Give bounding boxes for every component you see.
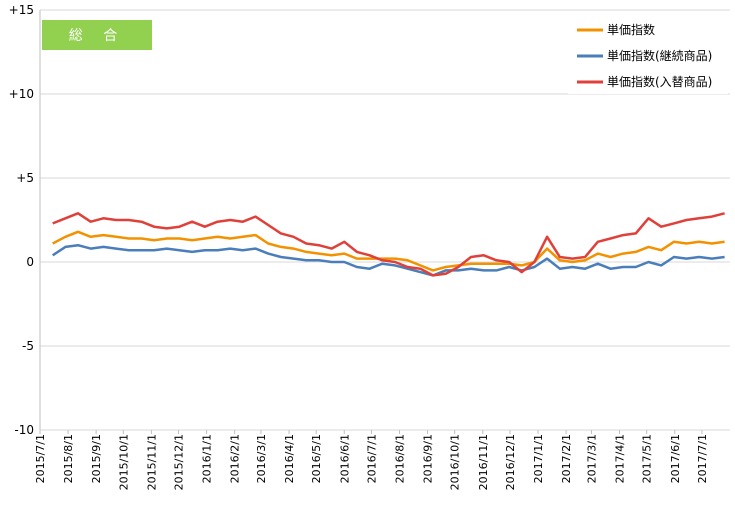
y-tick-label: +5	[16, 171, 34, 185]
x-tick-label: 2015/11/1	[145, 434, 158, 490]
x-tick-label: 2016/2/1	[229, 434, 242, 483]
legend-label-1: 単価指数	[607, 22, 655, 37]
series-line-2	[52, 243, 725, 277]
x-tick-label: 2016/9/1	[422, 434, 435, 483]
x-tick-label: 2015/9/1	[90, 434, 103, 483]
series-line-3	[52, 212, 725, 277]
x-tick-label: 2017/1/1	[532, 434, 545, 483]
chart-title: 総 合	[69, 28, 125, 44]
x-tick-label: 2016/8/1	[393, 434, 406, 483]
x-tick-label: 2017/4/1	[614, 434, 627, 483]
x-tick-label: 2015/7/1	[34, 434, 47, 483]
x-tick-label: 2017/3/1	[585, 434, 598, 483]
y-tick-label: +15	[9, 3, 34, 17]
legend-label-2: 単価指数(継続商品)	[607, 48, 712, 63]
y-tick-label: +10	[9, 87, 34, 101]
x-tick-label: 2016/12/1	[504, 434, 517, 490]
x-tick-label: 2016/1/1	[201, 434, 214, 483]
x-tick-label: 2016/10/1	[449, 434, 462, 490]
x-tick-label: 2015/12/1	[173, 434, 186, 490]
y-axis-ticks: +15 +10 +5 0 -5 -10	[9, 3, 34, 437]
y-tick-label: -10	[14, 423, 34, 437]
legend-label-3: 単価指数(入替商品)	[607, 74, 712, 89]
x-tick-label: 2016/7/1	[365, 434, 378, 483]
x-tick-label: 2015/10/1	[117, 434, 130, 490]
x-axis-ticks: 2015/7/1 2015/8/1 2015/9/1 2015/10/1 2015/11…	[34, 430, 709, 490]
x-tick-label: 2017/2/1	[560, 434, 573, 483]
x-tick-label: 2016/3/1	[255, 434, 268, 483]
title-badge-bg	[42, 20, 152, 50]
series-lines	[52, 212, 725, 277]
x-tick-label: 2017/6/1	[669, 434, 682, 483]
x-tick-label: 2016/4/1	[283, 434, 296, 483]
x-tick-label: 2016/5/1	[310, 434, 323, 483]
x-tick-label: 2017/7/1	[696, 434, 709, 483]
y-tick-label: -5	[22, 339, 34, 353]
x-tick-label: 2016/6/1	[338, 434, 351, 483]
x-tick-label: 2016/11/1	[477, 434, 490, 490]
x-tick-label: 2017/5/1	[641, 434, 654, 483]
grid	[39, 9, 730, 431]
title-badge: 総 合	[42, 20, 152, 50]
y-tick-label: 0	[26, 255, 34, 269]
x-tick-label: 2015/8/1	[62, 434, 75, 483]
series-line-1	[52, 230, 725, 272]
